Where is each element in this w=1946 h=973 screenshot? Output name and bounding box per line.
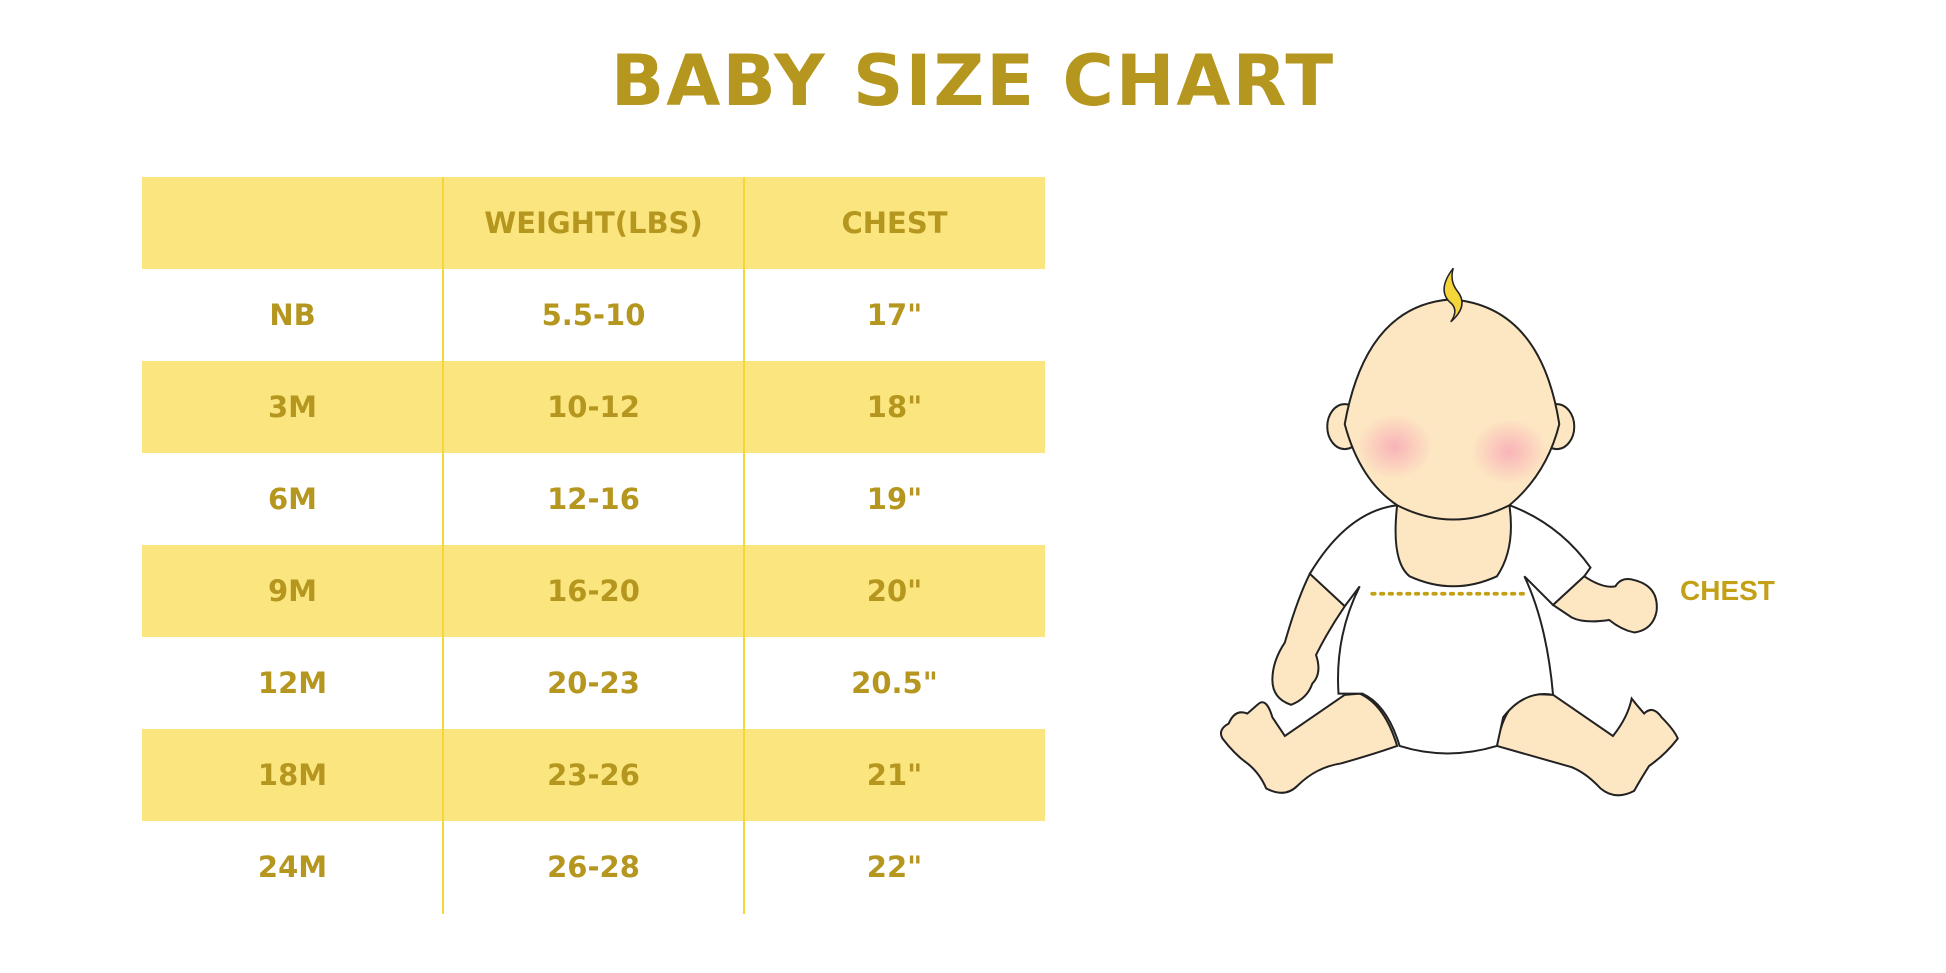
page-title: BABY SIZE CHART (610, 40, 1336, 122)
size-cell: NB (269, 298, 316, 332)
table-row: 9M 16-20 20" (142, 545, 1045, 637)
size-cell: 6M (267, 482, 318, 516)
chest-cell: 19" (866, 482, 923, 516)
chest-cell: 18" (866, 390, 923, 424)
table-row: 3M 10-12 18" (142, 361, 1045, 453)
weight-cell: 20-23 (547, 666, 640, 700)
header-cell: CHEST (841, 206, 948, 240)
column-divider (442, 177, 444, 914)
weight-cell: 23-26 (547, 758, 640, 792)
column-divider (743, 177, 745, 914)
size-cell: 18M (257, 758, 328, 792)
table-row: 6M 12-16 19" (142, 453, 1045, 545)
table-row: 12M 20-23 20.5" (142, 637, 1045, 729)
weight-cell: 10-12 (547, 390, 640, 424)
table-row: 24M 26-28 22" (142, 821, 1045, 913)
chest-cell: 17" (866, 298, 923, 332)
chest-cell: 22" (866, 850, 923, 884)
weight-cell: 5.5-10 (541, 298, 646, 332)
size-cell: 9M (267, 574, 318, 608)
chest-cell: 21" (866, 758, 923, 792)
chest-cell: 20" (866, 574, 923, 608)
size-cell: 24M (257, 850, 328, 884)
chest-label: CHEST (1680, 575, 1775, 606)
size-table: WEIGHT(LBS) CHEST NB 5.5-10 17" 3M 10-12 18" 6… (142, 177, 1045, 913)
weight-cell: 26-28 (547, 850, 640, 884)
weight-cell: 12-16 (547, 482, 640, 516)
table-header-row: WEIGHT(LBS) CHEST (142, 177, 1045, 269)
weight-cell: 16-20 (547, 574, 640, 608)
table-row: NB 5.5-10 17" (142, 269, 1045, 361)
size-cell: 3M (267, 390, 318, 424)
size-cell: 12M (257, 666, 328, 700)
header-cell: WEIGHT(LBS) (484, 206, 703, 240)
chest-cell: 20.5" (851, 666, 938, 700)
table-row: 18M 23-26 21" (142, 729, 1045, 821)
